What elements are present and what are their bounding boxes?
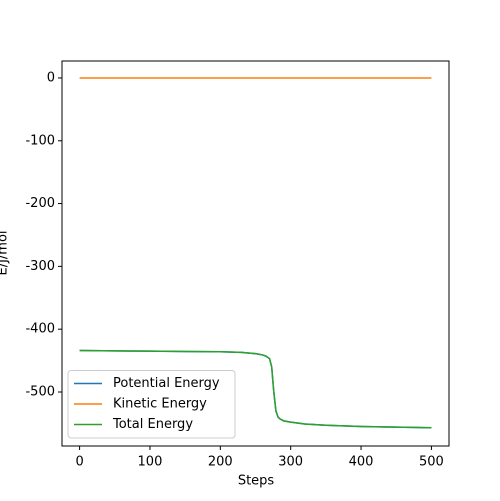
- y-tick-label: 0: [47, 70, 55, 85]
- y-tick-label: -300: [25, 259, 55, 274]
- plot-frame: [61, 60, 450, 447]
- y-tick-label: -400: [25, 322, 55, 337]
- x-tick-label: 100: [138, 455, 163, 470]
- y-axis-label: E/J/mol: [0, 230, 11, 275]
- x-tick-label: 500: [419, 455, 444, 470]
- x-tick-label: 0: [75, 455, 83, 470]
- x-tick-label: 400: [349, 455, 374, 470]
- series-line: [79, 349, 432, 429]
- y-tick-label: -500: [25, 384, 55, 399]
- y-tick-label: -200: [25, 196, 55, 211]
- x-tick-label: 300: [278, 455, 303, 470]
- x-tick-label: 200: [208, 455, 233, 470]
- y-tick-label: -100: [25, 133, 55, 148]
- legend-box: [67, 370, 236, 439]
- legend-label: Kinetic Energy: [113, 397, 207, 412]
- x-axis-label: Steps: [238, 474, 275, 489]
- legend-label: Total Energy: [112, 417, 193, 432]
- legend-label: Potential Energy: [113, 376, 220, 391]
